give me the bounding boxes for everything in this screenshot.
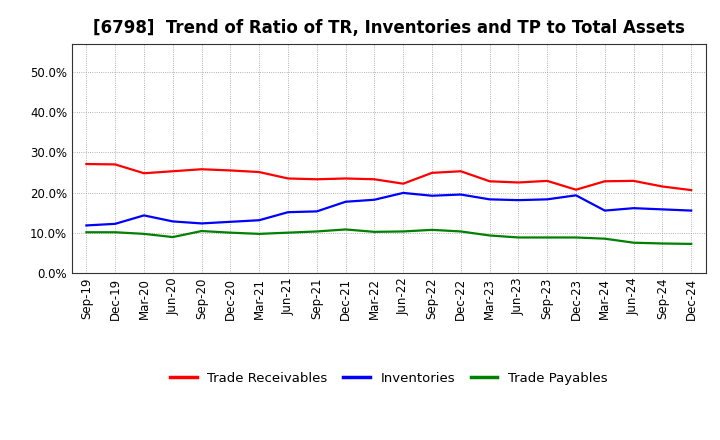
Trade Receivables xyxy=(658,184,667,189)
Trade Receivables xyxy=(572,187,580,192)
Trade Payables xyxy=(284,230,292,235)
Trade Payables xyxy=(485,233,494,238)
Trade Receivables xyxy=(312,176,321,182)
Trade Receivables xyxy=(514,180,523,185)
Inventories xyxy=(341,199,350,205)
Trade Receivables xyxy=(428,170,436,176)
Trade Payables xyxy=(111,230,120,235)
Trade Receivables xyxy=(140,171,148,176)
Trade Receivables xyxy=(226,168,235,173)
Inventories xyxy=(600,208,609,213)
Trade Payables xyxy=(341,227,350,232)
Trade Receivables xyxy=(82,161,91,167)
Legend: Trade Receivables, Inventories, Trade Payables: Trade Receivables, Inventories, Trade Pa… xyxy=(165,367,613,390)
Trade Receivables xyxy=(168,169,177,174)
Inventories xyxy=(629,205,638,211)
Inventories xyxy=(255,217,264,223)
Inventories xyxy=(284,209,292,215)
Trade Payables xyxy=(82,230,91,235)
Inventories xyxy=(543,197,552,202)
Inventories xyxy=(226,219,235,224)
Inventories xyxy=(658,207,667,212)
Trade Payables xyxy=(428,227,436,232)
Trade Payables xyxy=(600,236,609,241)
Line: Trade Payables: Trade Payables xyxy=(86,229,691,244)
Inventories xyxy=(140,213,148,218)
Inventories xyxy=(485,197,494,202)
Line: Inventories: Inventories xyxy=(86,193,691,225)
Inventories xyxy=(197,221,206,226)
Inventories xyxy=(428,193,436,198)
Inventories xyxy=(456,192,465,197)
Inventories xyxy=(572,193,580,198)
Trade Payables xyxy=(456,229,465,234)
Inventories xyxy=(111,221,120,227)
Inventories xyxy=(399,190,408,195)
Trade Payables xyxy=(543,235,552,240)
Trade Payables xyxy=(687,241,696,246)
Inventories xyxy=(312,209,321,214)
Trade Receivables xyxy=(543,178,552,183)
Trade Receivables xyxy=(629,178,638,183)
Trade Payables xyxy=(226,230,235,235)
Trade Payables xyxy=(370,229,379,235)
Trade Payables xyxy=(140,231,148,237)
Inventories xyxy=(168,219,177,224)
Trade Payables xyxy=(514,235,523,240)
Trade Payables xyxy=(255,231,264,237)
Trade Receivables xyxy=(399,181,408,186)
Trade Payables xyxy=(197,228,206,234)
Trade Receivables xyxy=(284,176,292,181)
Trade Receivables xyxy=(687,187,696,193)
Trade Receivables xyxy=(456,169,465,174)
Trade Payables xyxy=(399,229,408,234)
Line: Trade Receivables: Trade Receivables xyxy=(86,164,691,190)
Trade Payables xyxy=(572,235,580,240)
Trade Payables xyxy=(629,240,638,246)
Trade Receivables xyxy=(255,169,264,175)
Trade Payables xyxy=(658,241,667,246)
Trade Receivables xyxy=(485,179,494,184)
Title: [6798]  Trend of Ratio of TR, Inventories and TP to Total Assets: [6798] Trend of Ratio of TR, Inventories… xyxy=(93,19,685,37)
Trade Payables xyxy=(168,235,177,240)
Trade Receivables xyxy=(370,176,379,182)
Inventories xyxy=(514,198,523,203)
Trade Receivables xyxy=(111,162,120,167)
Trade Payables xyxy=(312,229,321,234)
Inventories xyxy=(687,208,696,213)
Trade Receivables xyxy=(197,167,206,172)
Trade Receivables xyxy=(341,176,350,181)
Inventories xyxy=(82,223,91,228)
Trade Receivables xyxy=(600,179,609,184)
Inventories xyxy=(370,197,379,202)
